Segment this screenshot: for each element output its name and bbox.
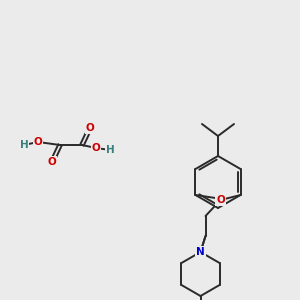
Text: O: O <box>216 195 225 205</box>
Text: O: O <box>92 143 100 153</box>
Text: H: H <box>20 140 28 150</box>
Text: H: H <box>106 145 114 155</box>
Text: N: N <box>196 247 205 257</box>
Text: O: O <box>85 123 94 133</box>
Text: O: O <box>34 137 42 147</box>
Text: O: O <box>48 157 56 167</box>
